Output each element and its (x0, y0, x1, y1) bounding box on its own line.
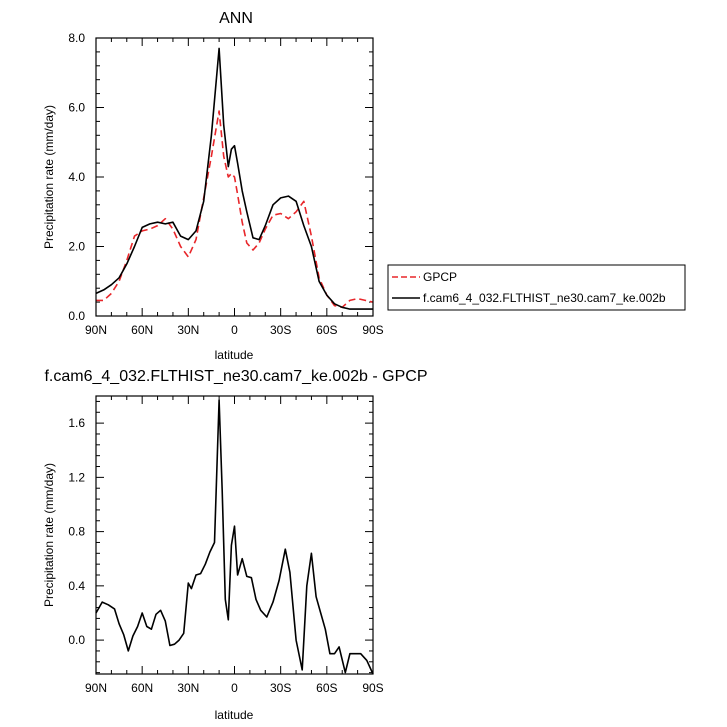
series-line-difference (95, 399, 374, 675)
legend: GPCP f.cam6_4_032.FLTHIST_ne30.cam7_ke.0… (387, 264, 686, 311)
y-tick-label: 0.0 (68, 309, 85, 323)
x-tick-label: 60S (316, 681, 337, 695)
y-tick-label: 6.0 (68, 101, 85, 115)
x-tick-label: 90N (85, 323, 107, 337)
legend-box (387, 264, 686, 311)
y-tick-label: 4.0 (68, 170, 85, 184)
y-tick-label: 1.6 (68, 416, 85, 430)
legend-label-gpcp: GPCP (423, 270, 457, 284)
x-tick-label: 30N (177, 681, 199, 695)
top-chart-frame (95, 37, 374, 317)
top-chart: ANN Precipitation rate (mm/day) latitude… (42, 10, 384, 362)
y-tick-label: 0.8 (68, 525, 85, 539)
x-tick-label: 90S (362, 681, 383, 695)
top-chart-lines (95, 47, 374, 310)
top-chart-ylabel: Precipitation rate (mm/day) (42, 105, 56, 249)
top-chart-ticks: 90N 60N 30N 0 30S 60S 90S 0.0 2.0 4.0 6.0 8.0 (68, 31, 383, 337)
x-tick-label: 30S (270, 323, 291, 337)
x-tick-label: 0 (231, 323, 238, 337)
y-tick-label: 0.4 (68, 579, 85, 593)
y-tick-label: 2.0 (68, 240, 85, 254)
x-tick-label: 30N (177, 323, 199, 337)
bottom-chart-ticks: 90N 60N 30N 0 30S 60S 90S 0.0 0.4 0.8 1.2 1.6 (68, 396, 384, 695)
x-tick-label: 90S (362, 323, 383, 337)
top-chart-title: ANN (219, 10, 253, 27)
x-tick-label: 30S (270, 681, 291, 695)
bottom-chart-xlabel: latitude (215, 708, 254, 722)
top-chart-xlabel: latitude (215, 348, 254, 362)
legend-label-model: f.cam6_4_032.FLTHIST_ne30.cam7_ke.002b (423, 291, 666, 305)
bottom-chart: f.cam6_4_032.FLTHIST_ne30.cam7_ke.002b -… (42, 368, 428, 722)
y-tick-label: 0.0 (68, 633, 85, 647)
bottom-chart-frame (95, 395, 374, 675)
series-line-f-cam6-4-032-flthist-ne30-cam7-ke-002b (95, 47, 373, 310)
bottom-chart-title: f.cam6_4_032.FLTHIST_ne30.cam7_ke.002b -… (44, 368, 427, 385)
x-tick-label: 90N (85, 681, 107, 695)
x-tick-label: 60S (316, 323, 337, 337)
y-tick-label: 1.2 (68, 470, 85, 484)
series-line-gpcp (96, 110, 374, 309)
x-tick-label: 60N (131, 323, 153, 337)
bottom-chart-lines (95, 399, 374, 675)
bottom-chart-ylabel: Precipitation rate (mm/day) (42, 463, 56, 607)
x-tick-label: 0 (231, 681, 238, 695)
y-tick-label: 8.0 (68, 31, 85, 45)
x-tick-label: 60N (131, 681, 153, 695)
